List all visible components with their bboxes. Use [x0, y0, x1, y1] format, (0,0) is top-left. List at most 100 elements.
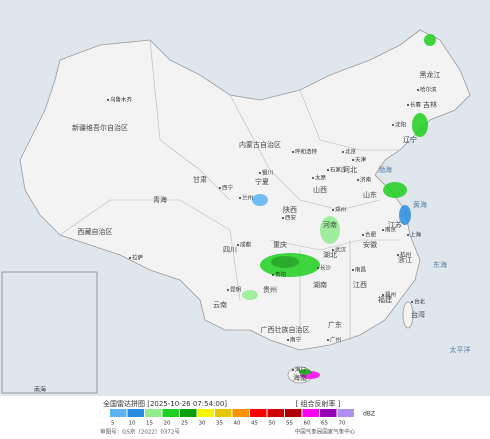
- city-label: 长春: [410, 101, 422, 109]
- city-marker: [411, 301, 413, 303]
- city-label: 武汉: [335, 246, 347, 254]
- city-marker: [292, 151, 294, 153]
- city-label: 贵阳: [275, 271, 286, 279]
- sea-label: 太平洋: [450, 345, 471, 354]
- province-label: 安徽: [363, 240, 377, 249]
- legend-value: 35: [216, 421, 223, 427]
- city-label: 沈阳: [395, 121, 406, 129]
- city-label: 南昌: [355, 266, 366, 274]
- province-label: 贵州: [263, 285, 277, 294]
- china-land: [19, 29, 471, 351]
- province-label: 江苏: [388, 220, 402, 229]
- province-label: 宁夏: [255, 177, 269, 186]
- city-label: 海口: [295, 366, 306, 374]
- city-marker: [407, 234, 409, 236]
- city-marker: [287, 339, 289, 341]
- city-label: 太原: [315, 174, 327, 182]
- legend-swatch: [197, 409, 214, 417]
- province-label: 河北: [343, 166, 357, 174]
- legend-swatch: [232, 409, 249, 417]
- city-marker: [332, 249, 334, 251]
- city-label: 南宁: [290, 336, 302, 344]
- city-label: 哈尔滨: [420, 86, 437, 94]
- province-label: 海南: [293, 373, 307, 382]
- legend-value: 20: [164, 421, 171, 427]
- province-label: 甘肃: [193, 175, 207, 184]
- city-marker: [259, 172, 261, 174]
- sea-label: 渤海: [378, 165, 392, 174]
- legend-value: 70: [339, 421, 346, 427]
- city-marker: [107, 99, 109, 101]
- city-label: 杭州: [400, 251, 411, 259]
- city-label: 昆明: [230, 287, 242, 294]
- legend-value: 65: [321, 421, 328, 427]
- province-label: 河南: [323, 220, 337, 229]
- legend-swatch: [180, 409, 197, 417]
- city-label: 台北: [414, 298, 426, 306]
- city-marker: [397, 254, 399, 256]
- legend-swatch: [145, 409, 162, 417]
- city-label: 福州: [385, 291, 396, 299]
- legend-swatch: [110, 409, 127, 417]
- legend-swatch: [127, 409, 144, 417]
- city-label: 乌鲁木齐: [110, 96, 133, 104]
- legend-value: 30: [199, 421, 206, 427]
- city-label: 广州: [330, 336, 341, 344]
- sea-label: 东海: [433, 260, 447, 269]
- province-label: 四川: [223, 246, 237, 254]
- city-marker: [227, 289, 229, 291]
- legend-swatch: [162, 409, 179, 417]
- city-marker: [239, 197, 241, 199]
- city-label: 成都: [240, 241, 252, 249]
- approval: 审图号：GS京（2022）0372号: [100, 428, 180, 436]
- city-marker: [312, 177, 314, 179]
- legend-swatch: [320, 409, 337, 417]
- legend-swatch: [285, 409, 302, 417]
- legend-value: 10: [129, 421, 136, 427]
- legend-title: 全国雷达拼图 [2025-10-26 07:54:00]: [103, 399, 227, 408]
- province-label: 广西壮族自治区: [261, 325, 310, 334]
- province-label: 西藏自治区: [78, 227, 113, 236]
- city-marker: [382, 294, 384, 296]
- city-label: 西宁: [222, 184, 234, 192]
- province-label: 辽宁: [403, 135, 417, 144]
- city-marker: [317, 267, 319, 269]
- legend-swatch: [250, 409, 267, 417]
- province-label: 江西: [353, 281, 367, 289]
- legend-value: 25: [181, 421, 188, 427]
- city-label: 郑州: [335, 206, 346, 214]
- province-label: 湖南: [313, 280, 327, 289]
- city-marker: [327, 169, 329, 171]
- city-marker: [327, 339, 329, 341]
- province-label: 福建: [378, 295, 392, 304]
- province-label: 陕西: [283, 205, 297, 214]
- city-marker: [129, 257, 131, 259]
- city-label: 兰州: [242, 194, 253, 202]
- city-label: 上海: [410, 231, 422, 239]
- taiwan: [402, 301, 414, 329]
- city-marker: [219, 187, 221, 189]
- legend-product: [ 组合反射率 ]: [296, 399, 341, 408]
- legend-unit: dBZ: [363, 411, 375, 418]
- province-label: 新疆维吾尔自治区: [72, 123, 128, 132]
- province-label: 青海: [153, 195, 167, 204]
- legend-swatch: [215, 409, 232, 417]
- province-label: 内蒙古自治区: [239, 140, 281, 149]
- city-marker: [237, 244, 239, 246]
- province-label: 云南: [213, 300, 227, 309]
- legend-value: 40: [234, 421, 241, 427]
- legend-value: 45: [251, 421, 258, 427]
- city-label: 拉萨: [132, 254, 144, 262]
- city-marker: [392, 124, 394, 126]
- city-marker: [362, 234, 364, 236]
- city-label: 南京: [385, 226, 397, 234]
- province-label: 山东: [363, 190, 377, 199]
- province-label: 黑龙江: [420, 70, 441, 79]
- city-marker: [417, 89, 419, 91]
- legend-swatch: [267, 409, 284, 417]
- city-marker: [407, 104, 409, 106]
- province-label: 浙江: [398, 255, 412, 264]
- city-label: 天津: [355, 157, 367, 164]
